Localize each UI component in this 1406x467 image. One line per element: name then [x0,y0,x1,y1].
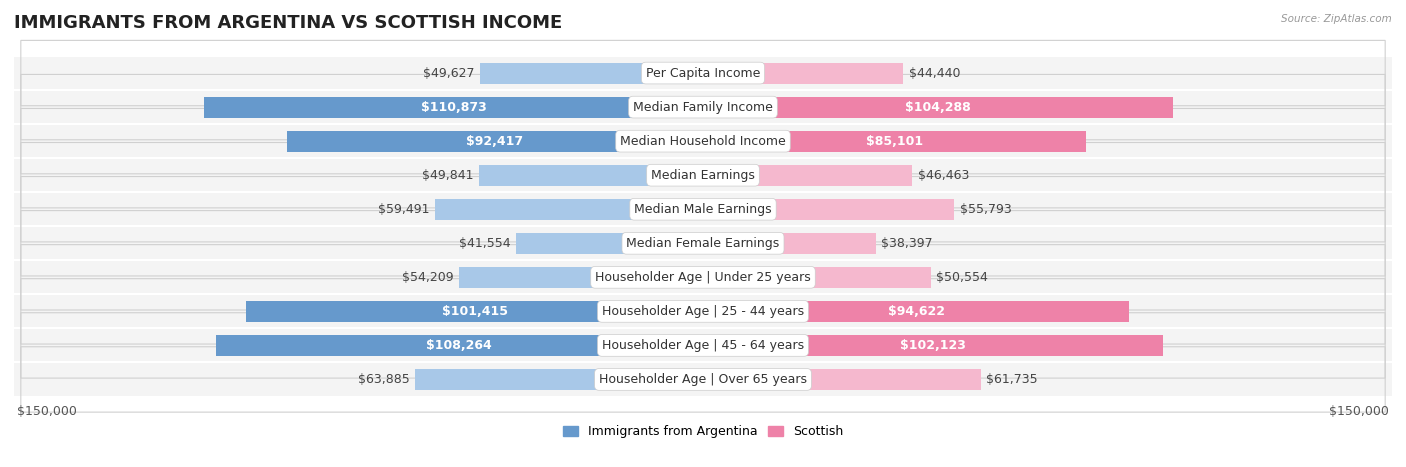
Text: Median Family Income: Median Family Income [633,100,773,113]
Bar [215,335,703,356]
Text: $85,101: $85,101 [866,134,924,148]
Text: $104,288: $104,288 [905,100,970,113]
Bar [14,328,1392,362]
Bar [14,294,1392,328]
Bar [204,97,703,118]
Bar [703,165,912,186]
Text: Householder Age | 45 - 64 years: Householder Age | 45 - 64 years [602,339,804,352]
Text: $46,463: $46,463 [918,169,969,182]
Text: $49,627: $49,627 [423,67,474,79]
Bar [478,165,703,186]
Text: $150,000: $150,000 [17,405,77,418]
Text: $92,417: $92,417 [467,134,523,148]
Bar [14,226,1392,260]
Bar [14,158,1392,192]
Bar [14,90,1392,124]
Bar [14,56,1392,90]
Bar [516,233,703,254]
Legend: Immigrants from Argentina, Scottish: Immigrants from Argentina, Scottish [558,420,848,443]
Text: $94,622: $94,622 [887,305,945,318]
Text: Householder Age | Under 25 years: Householder Age | Under 25 years [595,271,811,284]
Bar [14,192,1392,226]
Bar [703,301,1129,322]
Text: $49,841: $49,841 [422,169,474,182]
Text: $101,415: $101,415 [441,305,508,318]
Bar [458,267,703,288]
Text: Median Male Earnings: Median Male Earnings [634,203,772,216]
Text: $41,554: $41,554 [458,237,510,250]
Text: $108,264: $108,264 [426,339,492,352]
Bar [703,369,981,390]
Bar [703,335,1163,356]
Text: $102,123: $102,123 [900,339,966,352]
Bar [703,131,1087,152]
Text: $110,873: $110,873 [420,100,486,113]
Bar [703,233,876,254]
Bar [479,63,703,84]
Text: $59,491: $59,491 [378,203,430,216]
Bar [434,198,703,220]
Text: $54,209: $54,209 [402,271,454,284]
Bar [287,131,703,152]
Bar [703,63,903,84]
Bar [703,267,931,288]
Text: Median Household Income: Median Household Income [620,134,786,148]
Text: Per Capita Income: Per Capita Income [645,67,761,79]
Text: $38,397: $38,397 [882,237,934,250]
Bar [14,362,1392,396]
Text: $44,440: $44,440 [908,67,960,79]
Text: $63,885: $63,885 [359,373,411,386]
Bar [415,369,703,390]
Bar [703,198,955,220]
Bar [14,260,1392,294]
Bar [246,301,703,322]
Text: $55,793: $55,793 [960,203,1011,216]
Text: Median Female Earnings: Median Female Earnings [627,237,779,250]
Text: $150,000: $150,000 [1329,405,1389,418]
Bar [703,97,1173,118]
Text: Median Earnings: Median Earnings [651,169,755,182]
Bar [14,124,1392,158]
Text: Source: ZipAtlas.com: Source: ZipAtlas.com [1281,14,1392,24]
Text: Householder Age | Over 65 years: Householder Age | Over 65 years [599,373,807,386]
Text: Householder Age | 25 - 44 years: Householder Age | 25 - 44 years [602,305,804,318]
Text: IMMIGRANTS FROM ARGENTINA VS SCOTTISH INCOME: IMMIGRANTS FROM ARGENTINA VS SCOTTISH IN… [14,14,562,32]
Text: $61,735: $61,735 [987,373,1038,386]
Text: $50,554: $50,554 [936,271,988,284]
